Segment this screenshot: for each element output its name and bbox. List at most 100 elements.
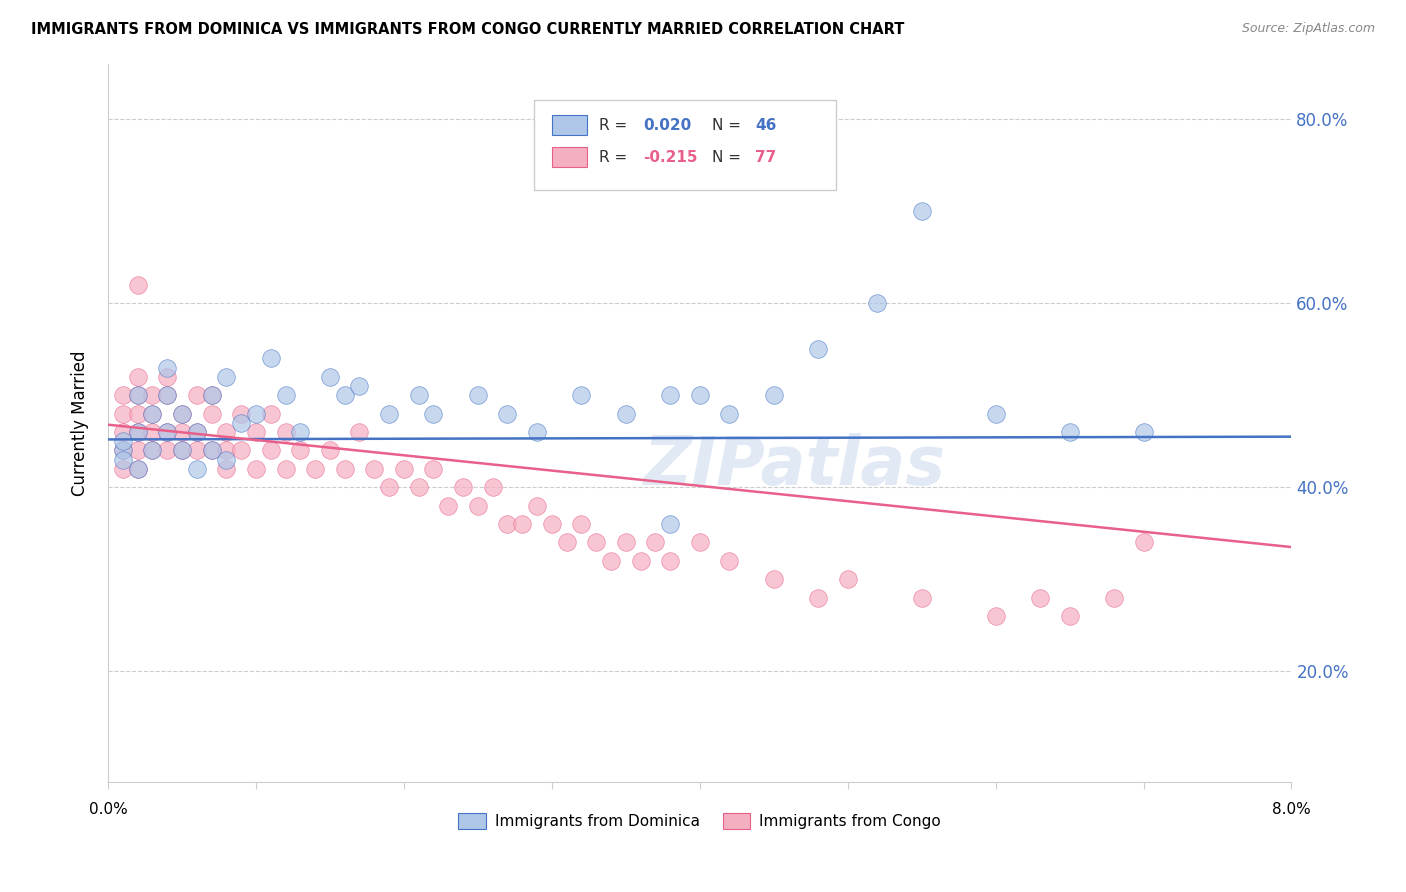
Point <box>290 443 312 458</box>
Point <box>200 388 222 402</box>
Text: 77: 77 <box>755 150 776 165</box>
Point <box>392 462 415 476</box>
Text: 0.020: 0.020 <box>643 118 692 133</box>
Point <box>510 517 533 532</box>
Point <box>186 425 208 439</box>
Point <box>170 407 193 421</box>
Point <box>1029 591 1052 605</box>
Point <box>111 407 134 421</box>
Point <box>141 425 163 439</box>
Point <box>215 462 238 476</box>
Point <box>245 462 267 476</box>
Point <box>526 499 548 513</box>
Point <box>186 443 208 458</box>
Point <box>156 425 179 439</box>
Point <box>141 443 163 458</box>
Point <box>451 480 474 494</box>
Point <box>141 443 163 458</box>
Point <box>127 388 149 402</box>
Point <box>231 416 253 430</box>
Point <box>127 369 149 384</box>
Point <box>156 388 179 402</box>
Text: 46: 46 <box>755 118 776 133</box>
Point <box>467 499 489 513</box>
Point <box>127 425 149 439</box>
Point <box>910 204 932 219</box>
Point <box>170 425 193 439</box>
Point <box>111 443 134 458</box>
Point <box>141 407 163 421</box>
Bar <box>551 115 588 135</box>
Point <box>1132 425 1154 439</box>
Point <box>762 572 785 586</box>
Point <box>540 517 562 532</box>
Point <box>1132 535 1154 549</box>
Point <box>659 388 682 402</box>
Point <box>156 425 179 439</box>
Point <box>422 462 444 476</box>
Point <box>111 434 134 449</box>
Point <box>170 443 193 458</box>
Point <box>689 388 711 402</box>
Point <box>467 388 489 402</box>
Text: Source: ZipAtlas.com: Source: ZipAtlas.com <box>1241 22 1375 36</box>
Point <box>304 462 326 476</box>
Point <box>186 388 208 402</box>
Point <box>333 462 356 476</box>
Text: IMMIGRANTS FROM DOMINICA VS IMMIGRANTS FROM CONGO CURRENTLY MARRIED CORRELATION : IMMIGRANTS FROM DOMINICA VS IMMIGRANTS F… <box>31 22 904 37</box>
Point <box>437 499 460 513</box>
Point <box>156 360 179 375</box>
Point <box>186 462 208 476</box>
Point <box>555 535 578 549</box>
Point <box>837 572 859 586</box>
Point <box>111 462 134 476</box>
Point <box>614 407 637 421</box>
Point <box>718 554 741 568</box>
Text: R =: R = <box>599 150 633 165</box>
Point <box>274 388 297 402</box>
Point <box>984 407 1007 421</box>
Point <box>127 277 149 292</box>
Point <box>644 535 666 549</box>
Point <box>526 425 548 439</box>
Point <box>274 462 297 476</box>
Point <box>200 443 222 458</box>
Point <box>127 443 149 458</box>
Point <box>156 369 179 384</box>
Point <box>1102 591 1125 605</box>
Point <box>170 443 193 458</box>
Point <box>630 554 652 568</box>
Point <box>156 443 179 458</box>
Point <box>378 407 401 421</box>
Point <box>141 407 163 421</box>
Point <box>496 517 519 532</box>
Bar <box>551 147 588 168</box>
Point <box>215 452 238 467</box>
Legend: Immigrants from Dominica, Immigrants from Congo: Immigrants from Dominica, Immigrants fro… <box>453 806 948 835</box>
Point <box>127 425 149 439</box>
Point <box>200 443 222 458</box>
Point <box>127 388 149 402</box>
Point <box>408 480 430 494</box>
Point <box>200 388 222 402</box>
Point <box>127 462 149 476</box>
Point <box>349 425 371 439</box>
Point <box>200 407 222 421</box>
Text: -0.215: -0.215 <box>643 150 697 165</box>
Point <box>659 554 682 568</box>
Text: R =: R = <box>599 118 633 133</box>
Point <box>170 407 193 421</box>
Text: N =: N = <box>711 150 745 165</box>
Text: 0.0%: 0.0% <box>89 802 128 817</box>
Point <box>1059 425 1081 439</box>
Point <box>127 462 149 476</box>
Point <box>614 535 637 549</box>
Point <box>496 407 519 421</box>
Point <box>422 407 444 421</box>
Point <box>245 407 267 421</box>
Point <box>215 425 238 439</box>
Point <box>363 462 385 476</box>
Point <box>866 296 889 310</box>
Point <box>569 517 592 532</box>
Point <box>319 443 342 458</box>
